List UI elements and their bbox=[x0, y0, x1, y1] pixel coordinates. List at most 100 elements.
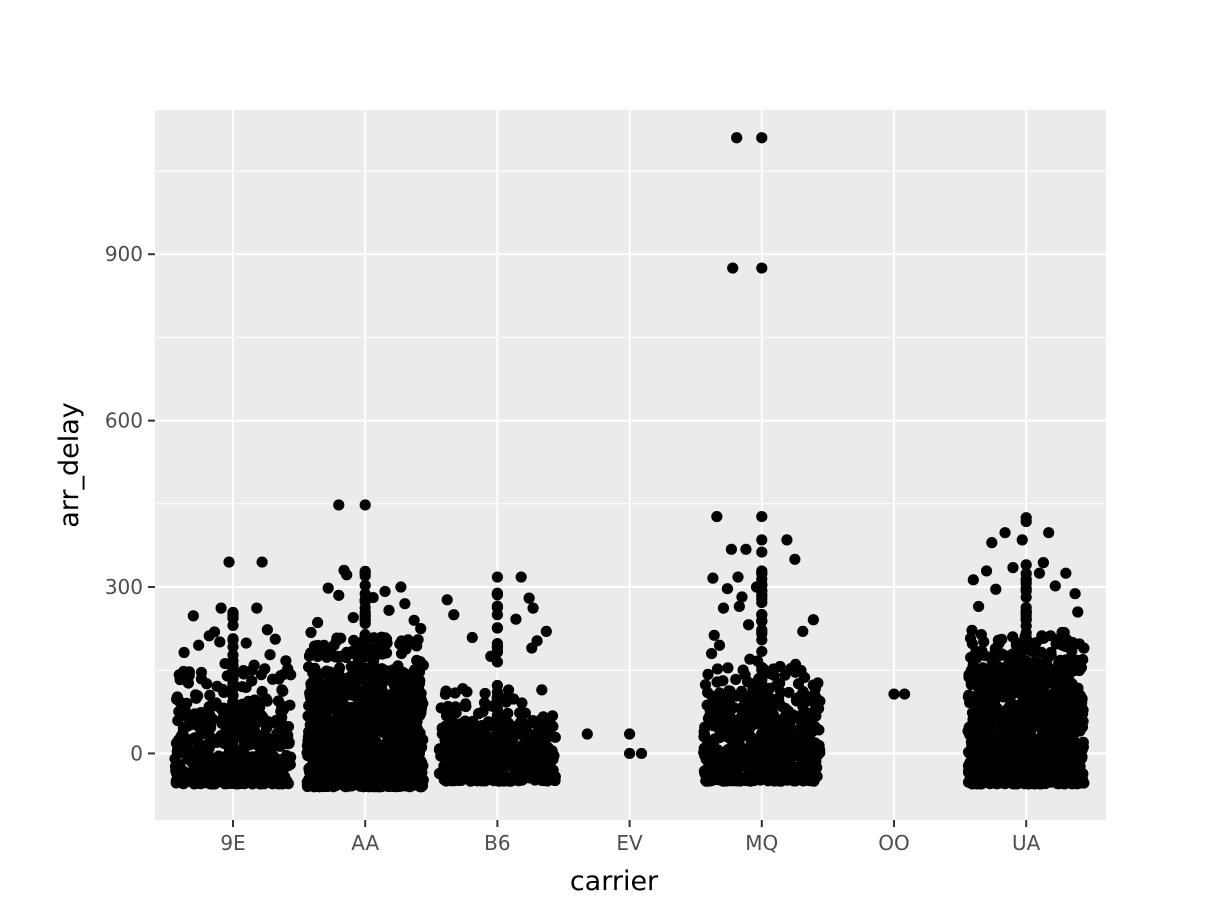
data-point bbox=[249, 694, 261, 706]
data-point bbox=[1022, 777, 1035, 789]
data-point bbox=[412, 634, 424, 646]
data-point bbox=[187, 610, 199, 622]
data-point bbox=[1020, 718, 1032, 730]
data-point bbox=[774, 677, 786, 689]
data-point bbox=[214, 773, 226, 785]
data-point bbox=[442, 746, 455, 758]
data-point bbox=[979, 745, 991, 758]
data-point bbox=[347, 611, 359, 624]
data-point bbox=[786, 747, 798, 759]
data-point bbox=[491, 712, 503, 724]
data-point bbox=[756, 730, 768, 742]
data-point bbox=[741, 722, 753, 734]
data-point bbox=[989, 732, 1001, 744]
data-point bbox=[201, 678, 213, 690]
data-point bbox=[794, 762, 806, 774]
data-point bbox=[718, 711, 730, 723]
data-point bbox=[807, 743, 819, 755]
data-point bbox=[441, 594, 453, 606]
data-point bbox=[375, 673, 387, 686]
data-point bbox=[1055, 703, 1067, 716]
data-point bbox=[774, 745, 786, 757]
data-point bbox=[523, 741, 536, 754]
data-point bbox=[379, 776, 392, 788]
data-point bbox=[502, 707, 514, 719]
data-point bbox=[467, 724, 479, 737]
data-point bbox=[345, 661, 357, 673]
data-point bbox=[515, 728, 527, 740]
data-point bbox=[203, 630, 215, 642]
data-point bbox=[237, 664, 250, 677]
data-point bbox=[227, 704, 239, 716]
data-point bbox=[978, 731, 990, 743]
data-point bbox=[998, 649, 1010, 661]
data-point bbox=[531, 719, 543, 731]
data-point bbox=[756, 626, 768, 638]
data-point bbox=[1020, 515, 1032, 528]
data-point bbox=[997, 691, 1009, 703]
data-point bbox=[1037, 720, 1049, 732]
data-point bbox=[247, 708, 259, 720]
data-point bbox=[1058, 687, 1070, 699]
data-point bbox=[1003, 762, 1015, 774]
data-point bbox=[523, 592, 535, 604]
data-point bbox=[264, 649, 276, 661]
x-tick-label: OO bbox=[878, 831, 909, 855]
data-point bbox=[731, 765, 743, 778]
data-point bbox=[171, 693, 183, 705]
data-point bbox=[711, 510, 723, 523]
data-point bbox=[178, 646, 190, 659]
data-point bbox=[789, 658, 802, 671]
data-point bbox=[774, 772, 786, 784]
data-point bbox=[1062, 768, 1074, 780]
data-point bbox=[491, 588, 503, 600]
data-point bbox=[768, 669, 780, 681]
data-point bbox=[328, 721, 340, 733]
y-axis-title: arr_delay bbox=[54, 402, 85, 528]
data-point bbox=[723, 685, 735, 697]
data-point bbox=[756, 262, 768, 274]
data-point bbox=[704, 775, 717, 787]
data-point bbox=[1053, 657, 1065, 669]
data-point bbox=[343, 722, 355, 734]
data-point bbox=[376, 648, 388, 660]
data-point bbox=[227, 712, 239, 724]
data-point bbox=[766, 693, 778, 705]
data-point bbox=[508, 693, 520, 705]
data-point bbox=[1045, 740, 1057, 752]
data-point bbox=[491, 622, 503, 634]
data-point bbox=[721, 583, 734, 595]
data-point bbox=[359, 689, 371, 702]
data-point bbox=[472, 708, 485, 720]
data-point bbox=[527, 602, 539, 614]
data-point bbox=[756, 645, 768, 658]
data-point bbox=[732, 571, 744, 583]
data-point bbox=[967, 713, 980, 725]
data-point bbox=[1020, 610, 1032, 622]
data-point bbox=[807, 614, 819, 626]
data-point bbox=[705, 647, 718, 660]
data-point bbox=[227, 633, 239, 645]
data-point bbox=[976, 645, 988, 657]
data-point bbox=[305, 767, 317, 780]
data-point bbox=[189, 777, 201, 790]
data-point bbox=[359, 567, 371, 579]
data-point bbox=[1061, 719, 1073, 732]
data-point bbox=[304, 725, 316, 737]
data-point bbox=[233, 767, 245, 780]
data-point bbox=[451, 765, 463, 777]
data-point bbox=[635, 747, 648, 760]
data-point bbox=[438, 774, 450, 786]
data-point bbox=[383, 604, 395, 616]
data-point bbox=[254, 742, 267, 754]
data-point bbox=[1010, 680, 1022, 692]
data-point bbox=[785, 712, 797, 724]
x-tick-label: UA bbox=[1012, 831, 1041, 855]
data-point bbox=[325, 693, 337, 705]
data-point bbox=[343, 707, 356, 719]
data-point bbox=[510, 613, 522, 625]
data-point bbox=[179, 744, 191, 756]
data-point bbox=[502, 684, 515, 696]
data-point bbox=[282, 729, 294, 741]
